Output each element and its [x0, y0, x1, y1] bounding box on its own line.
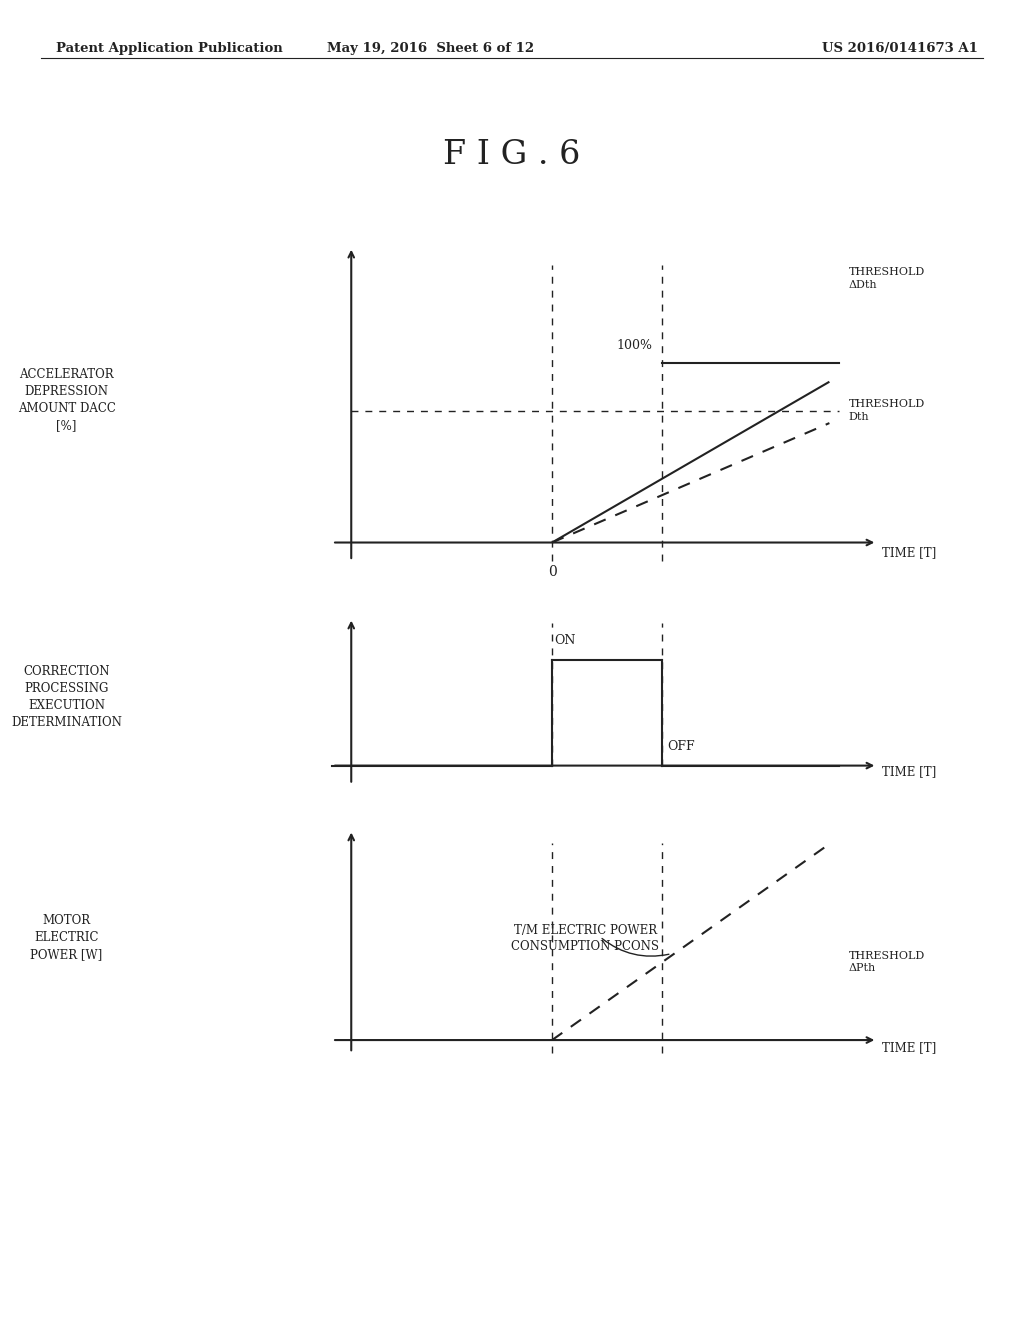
Text: OFF: OFF	[667, 741, 694, 752]
Text: THRESHOLD
Dth: THRESHOLD Dth	[849, 400, 925, 421]
Text: Patent Application Publication: Patent Application Publication	[56, 42, 283, 55]
Text: US 2016/0141673 A1: US 2016/0141673 A1	[822, 42, 978, 55]
Text: THRESHOLD
ΔDth: THRESHOLD ΔDth	[849, 268, 925, 289]
Text: ACCELERATOR
DEPRESSION
AMOUNT DACC
[%]: ACCELERATOR DEPRESSION AMOUNT DACC [%]	[17, 368, 116, 432]
Text: TIME [T]: TIME [T]	[882, 546, 936, 560]
Text: 0: 0	[548, 565, 556, 579]
Text: 100%: 100%	[616, 339, 652, 352]
Text: THRESHOLD
ΔPth: THRESHOLD ΔPth	[849, 952, 925, 973]
Text: TIME [T]: TIME [T]	[882, 766, 936, 779]
Text: F I G . 6: F I G . 6	[443, 139, 581, 170]
Text: May 19, 2016  Sheet 6 of 12: May 19, 2016 Sheet 6 of 12	[327, 42, 534, 55]
Text: TIME [T]: TIME [T]	[882, 1041, 936, 1055]
Text: T/M ELECTRIC POWER
CONSUMPTION PCONS: T/M ELECTRIC POWER CONSUMPTION PCONS	[511, 924, 659, 953]
Text: ON: ON	[554, 635, 575, 647]
Text: MOTOR
ELECTRIC
POWER [W]: MOTOR ELECTRIC POWER [W]	[31, 913, 102, 961]
Text: CORRECTION
PROCESSING
EXECUTION
DETERMINATION: CORRECTION PROCESSING EXECUTION DETERMIN…	[11, 665, 122, 729]
